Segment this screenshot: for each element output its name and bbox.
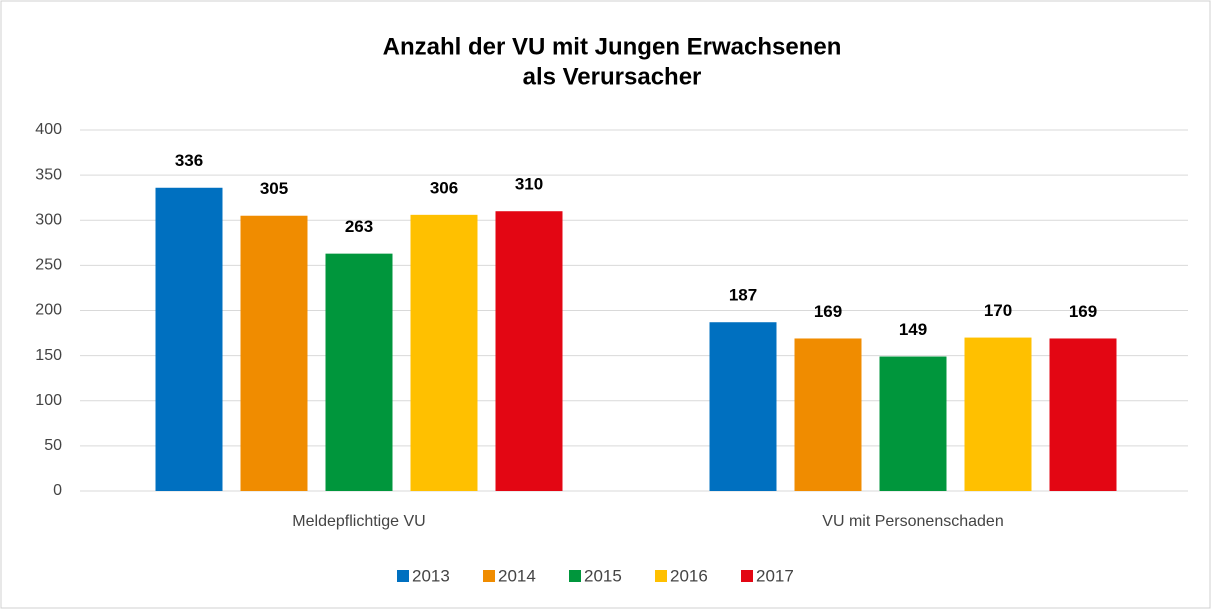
y-tick-label: 250: [35, 257, 62, 274]
legend-swatch: [655, 570, 667, 582]
y-tick-label: 300: [35, 211, 62, 228]
bar: [240, 215, 308, 492]
data-label: 263: [345, 217, 373, 236]
bar: [495, 211, 563, 491]
bar: [964, 337, 1032, 491]
x-tick-label: VU mit Personenschaden: [822, 513, 1003, 530]
legend-label: 2014: [498, 566, 536, 585]
legend-swatch: [569, 570, 581, 582]
data-label: 170: [984, 301, 1012, 320]
bar: [155, 187, 223, 491]
legend-label: 2016: [670, 566, 708, 585]
data-label: 187: [729, 286, 757, 305]
y-tick-label: 200: [35, 302, 62, 319]
data-label: 306: [430, 178, 458, 197]
legend-label: 2013: [412, 566, 450, 585]
y-tick-label: 100: [35, 392, 62, 409]
legend-swatch: [741, 570, 753, 582]
bar: [410, 214, 478, 491]
chart-title: als Verursacher: [523, 63, 702, 90]
bar: [709, 322, 777, 491]
data-label: 310: [515, 175, 543, 194]
legend-swatch: [397, 570, 409, 582]
chart-title: Anzahl der VU mit Jungen Erwachsenen: [383, 33, 842, 60]
y-tick-label: 0: [53, 482, 62, 499]
bar: [879, 356, 947, 491]
x-tick-label: Meldepflichtige VU: [292, 513, 425, 530]
y-tick-label: 400: [35, 121, 62, 138]
data-label: 169: [814, 302, 842, 321]
y-tick-label: 50: [44, 437, 62, 454]
legend-label: 2015: [584, 566, 622, 585]
data-label: 305: [260, 179, 288, 198]
data-label: 149: [899, 320, 927, 339]
legend-label: 2017: [756, 566, 794, 585]
y-tick-label: 350: [35, 166, 62, 183]
y-tick-label: 150: [35, 347, 62, 364]
data-label: 169: [1069, 302, 1097, 321]
data-label: 336: [175, 151, 203, 170]
bar: [325, 253, 393, 491]
bar: [1049, 338, 1117, 491]
legend-swatch: [483, 570, 495, 582]
bar: [794, 338, 862, 491]
